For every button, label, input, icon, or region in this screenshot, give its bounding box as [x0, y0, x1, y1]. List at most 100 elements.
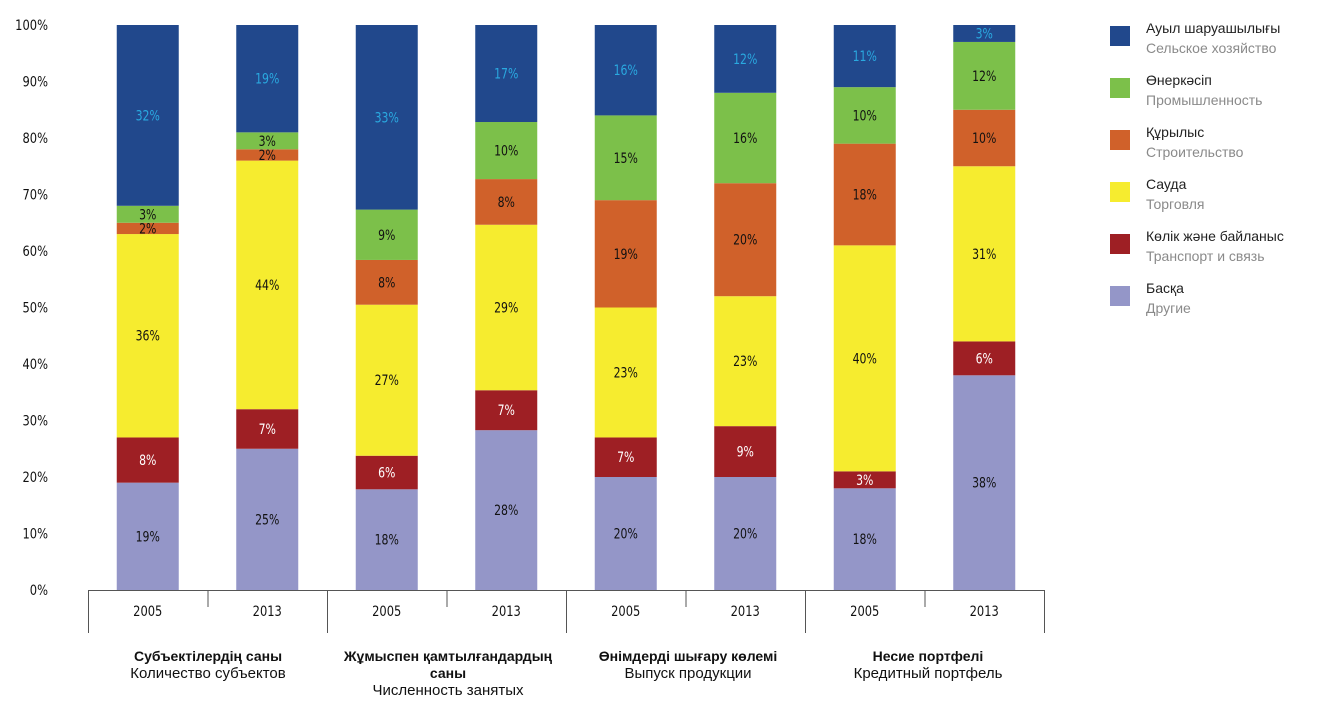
data-label: 16%: [733, 130, 757, 147]
data-label: 36%: [136, 327, 160, 344]
data-label: 2%: [139, 220, 156, 237]
bar-segment: [594, 25, 657, 116]
legend-swatch: [1110, 130, 1130, 150]
data-label: 10%: [494, 142, 518, 159]
legend-swatch: [1110, 78, 1130, 98]
x-tick-label: 2005: [372, 604, 401, 620]
y-tick-label: 40%: [22, 357, 48, 373]
data-label: 17%: [494, 65, 518, 82]
legend-label-kk: Көлік және байланыс: [1146, 228, 1284, 244]
data-label: 12%: [972, 67, 996, 84]
bar-segment: [475, 390, 538, 431]
legend-label-kk: Сауда: [1146, 176, 1187, 192]
y-tick-label: 50%: [22, 300, 48, 316]
bar-segment: [714, 477, 777, 590]
data-label: 8%: [139, 452, 156, 469]
bar-segment: [714, 426, 777, 477]
x-tick-label: 2005: [611, 604, 640, 620]
group-label-ru: Кредитный портфель: [853, 665, 1003, 682]
bar-segment: [953, 375, 1016, 590]
data-label: 9%: [737, 443, 754, 460]
group-label-credit: Несие портфелі Кредитный портфель: [818, 648, 1038, 682]
legend-label-ru: Строительство: [1146, 144, 1244, 160]
group-label-ru: Количество субъектов: [130, 665, 286, 682]
legend-swatch: [1110, 286, 1130, 306]
data-label: 6%: [976, 350, 993, 367]
data-label: 9%: [378, 226, 395, 243]
data-label: 20%: [733, 231, 757, 248]
legend-item-transport: Көлік және байланыс Транспорт и связь: [1110, 226, 1330, 278]
data-label: 3%: [856, 471, 873, 488]
legend-swatch: [1110, 26, 1130, 46]
legend-label-ru: Другие: [1146, 300, 1191, 316]
bar-segment: [355, 489, 418, 590]
legend-label-kk: Ауыл шаруашылығы: [1146, 20, 1281, 36]
legend-item-industry: Өнеркәсіп Промышленность: [1110, 70, 1330, 122]
bar-segment: [116, 25, 179, 206]
data-label: 18%: [853, 186, 877, 203]
data-label: 19%: [136, 528, 160, 545]
bar-segment: [953, 341, 1016, 376]
y-tick-label: 60%: [22, 244, 48, 260]
bar-segment: [714, 183, 777, 297]
bar-segment: [355, 304, 418, 456]
bar-segment: [475, 25, 538, 123]
data-label: 10%: [853, 107, 877, 124]
bar-segment: [953, 166, 1016, 342]
bar-segment: [953, 25, 1016, 42]
y-tick-label: 100%: [15, 18, 48, 34]
bar-segment: [594, 200, 657, 308]
bar-segment: [475, 430, 538, 590]
bar-segment: [475, 179, 538, 225]
data-label: 8%: [378, 274, 395, 291]
data-label: 10%: [972, 130, 996, 147]
bar-segment: [475, 122, 538, 180]
data-label: 11%: [853, 48, 877, 65]
group-label-employment: Жұмыспен қамтылғандардың саны Численност…: [338, 648, 558, 699]
x-tick-label: 2013: [492, 604, 521, 620]
bar-segment: [953, 109, 1016, 167]
group-label-entities: Субъектілердің саны Количество субъектов: [98, 648, 318, 682]
data-label: 8%: [498, 194, 515, 211]
bar-segment: [116, 222, 179, 235]
bar-segment: [714, 296, 777, 427]
bar-segment: [594, 477, 657, 590]
bar-segment: [475, 224, 538, 391]
data-label: 7%: [617, 449, 634, 466]
data-label: 23%: [614, 364, 638, 381]
data-label: 7%: [259, 421, 276, 438]
legend-label-ru: Транспорт и связь: [1146, 248, 1265, 264]
legend-label-ru: Промышленность: [1146, 92, 1263, 108]
x-tick-label: 2005: [133, 604, 162, 620]
data-label: 23%: [733, 353, 757, 370]
legend-label-kk: Құрылыс: [1146, 124, 1205, 140]
legend-label-ru: Торговля: [1146, 196, 1205, 212]
data-label: 44%: [255, 277, 279, 294]
bar-segment: [594, 307, 657, 438]
bar-segment: [833, 245, 896, 472]
legend: Ауыл шаруашылығы Сельское хозяйство Өнер…: [1110, 18, 1330, 330]
bar-segment: [355, 455, 418, 490]
data-label: 25%: [255, 511, 279, 528]
data-label: 19%: [614, 245, 638, 262]
bar-segment: [116, 482, 179, 590]
legend-item-construction: Құрылыс Строительство: [1110, 122, 1330, 174]
data-label: 40%: [853, 350, 877, 367]
data-label: 18%: [853, 531, 877, 548]
data-label: 27%: [375, 372, 399, 389]
bar-segment: [355, 25, 418, 210]
data-label: 3%: [259, 132, 276, 149]
bar-segment: [594, 115, 657, 201]
bar-segment: [116, 205, 179, 223]
legend-item-agriculture: Ауыл шаруашылығы Сельское хозяйство: [1110, 18, 1330, 70]
bar-segment: [236, 132, 299, 150]
legend-item-other: Басқа Другие: [1110, 278, 1330, 330]
bar-segment: [833, 471, 896, 489]
data-label: 15%: [614, 149, 638, 166]
y-tick-label: 90%: [22, 74, 48, 90]
bar-segment: [833, 87, 896, 144]
group-label-kk: Субъектілердің саны: [133, 648, 283, 664]
y-tick-label: 0%: [30, 583, 48, 599]
legend-label-kk: Басқа: [1146, 280, 1184, 296]
